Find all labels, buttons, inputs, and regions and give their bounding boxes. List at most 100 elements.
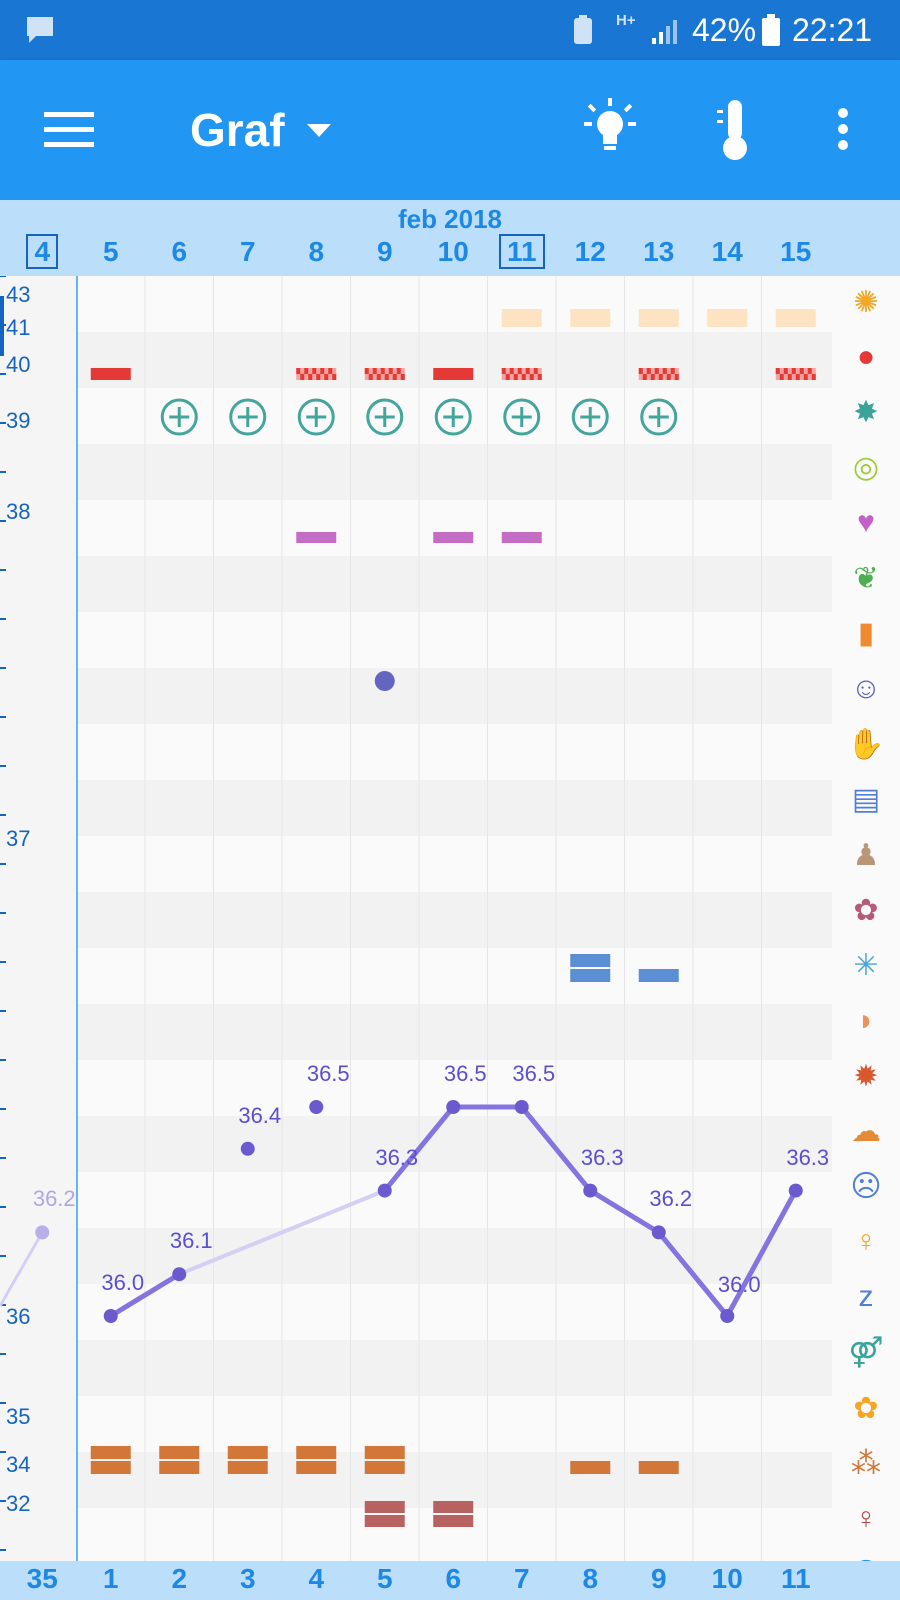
cluster-marker bbox=[159, 1461, 200, 1474]
cycle-day-label: 10 bbox=[711, 1563, 743, 1594]
bleeding-hatch bbox=[666, 374, 671, 380]
day-column-label[interactable]: 9 bbox=[376, 236, 393, 267]
temp-value-label: 36.4 bbox=[238, 1102, 282, 1128]
thermometer-icon[interactable] bbox=[714, 96, 754, 166]
bleeding-hatch bbox=[400, 374, 405, 380]
bleeding-hatch bbox=[304, 368, 309, 374]
plus-circle-icon bbox=[503, 398, 541, 436]
bleeding-hatch bbox=[521, 374, 526, 380]
day-column-label[interactable]: 12 bbox=[574, 236, 606, 267]
cycle-day-label: 4 bbox=[308, 1563, 325, 1594]
app-bar: Graf bbox=[0, 60, 900, 200]
pain-head-icon[interactable]: ✋ bbox=[847, 727, 885, 761]
cycle-ring-icon[interactable]: ◯ bbox=[840, 1554, 892, 1561]
more-vertical-icon[interactable] bbox=[836, 106, 850, 156]
couple-icon[interactable]: ⚤ bbox=[848, 1336, 884, 1370]
y-axis-label: 41 bbox=[6, 315, 31, 340]
bleeding-hatch bbox=[787, 374, 792, 380]
plus-circle-icon bbox=[229, 398, 267, 436]
bleeding-hatch bbox=[384, 374, 389, 380]
flower-alert-icon[interactable]: ✿ bbox=[853, 1391, 879, 1425]
temp-point bbox=[583, 1183, 598, 1198]
battery-percent: 42% bbox=[692, 12, 757, 48]
temp-value-label: 36.5 bbox=[306, 1061, 350, 1086]
cycle-day-label: 9 bbox=[650, 1563, 667, 1594]
woman-standing-icon[interactable]: ♀ bbox=[854, 1501, 878, 1535]
grid-band bbox=[78, 948, 832, 1004]
dots-cluster-icon[interactable]: ⁂ bbox=[851, 1446, 881, 1480]
bleeding-hatch bbox=[312, 368, 317, 374]
status-bar: H+ 42% 22:21 bbox=[0, 0, 900, 60]
bleeding-hatch bbox=[372, 368, 377, 374]
intercourse-marker bbox=[296, 532, 337, 543]
cycle-day-label: 35 bbox=[26, 1563, 58, 1594]
intercourse-marker bbox=[433, 532, 474, 543]
sun-flower-icon[interactable]: ✺ bbox=[853, 285, 879, 319]
temp-value-label: 36.3 bbox=[786, 1144, 830, 1170]
cluster-marker bbox=[364, 1446, 405, 1459]
day-column-label[interactable]: 8 bbox=[308, 236, 325, 267]
sleep-zzz-icon[interactable]: z bbox=[858, 1280, 874, 1314]
temp-line-segment bbox=[519, 1104, 593, 1194]
drop-burst-icon[interactable]: ✹ bbox=[853, 1059, 879, 1093]
day-column-label[interactable]: 6 bbox=[171, 236, 188, 267]
hamburger-menu-icon[interactable] bbox=[44, 110, 94, 150]
bleeding-hatch bbox=[517, 368, 522, 374]
day-column-label[interactable]: 11 bbox=[488, 234, 556, 269]
smiley-icon[interactable]: ☺ bbox=[850, 672, 882, 706]
page-title: Graf bbox=[190, 104, 285, 156]
bleeding-hatch bbox=[646, 368, 651, 374]
temp-value-label: 36.5 bbox=[443, 1061, 487, 1086]
cycle-day-label: 3 bbox=[239, 1563, 256, 1594]
cervix-rings-icon[interactable]: ◎ bbox=[852, 451, 880, 485]
day-column-label[interactable]: 4 bbox=[8, 234, 76, 269]
bleeding-hatch bbox=[324, 374, 329, 380]
sick-face-icon[interactable]: ☹ bbox=[850, 1170, 882, 1204]
plus-circle-icon bbox=[434, 398, 472, 436]
day-column-label[interactable]: 14 bbox=[711, 236, 743, 267]
breast-icon[interactable]: ◗ bbox=[856, 1003, 876, 1037]
bleeding-hatch bbox=[799, 368, 804, 374]
lightbulb-icon[interactable] bbox=[582, 96, 638, 160]
cluster-marker bbox=[90, 1446, 131, 1459]
temp-point bbox=[103, 1309, 118, 1323]
woman-icon[interactable]: ♀ bbox=[854, 1225, 878, 1259]
symptom-marker bbox=[570, 954, 611, 967]
battery-saver-icon bbox=[574, 15, 592, 44]
temp-point bbox=[446, 1100, 461, 1114]
grid-band bbox=[78, 556, 832, 612]
y-axis-label: 39 bbox=[6, 408, 31, 433]
bleeding-hatch bbox=[674, 374, 679, 380]
document-icon[interactable]: ▤ bbox=[851, 783, 881, 817]
day-column-label[interactable]: 10 bbox=[437, 236, 469, 267]
bleeding-hatch bbox=[638, 368, 643, 374]
temp-point bbox=[172, 1267, 187, 1282]
spark-burst-icon[interactable]: ✳ bbox=[853, 949, 879, 983]
view-selector[interactable]: Graf bbox=[190, 102, 339, 158]
grid-band bbox=[78, 668, 832, 724]
chevron-down-icon bbox=[306, 124, 331, 137]
day-column-label[interactable]: 5 bbox=[102, 236, 119, 267]
cluster-marker bbox=[296, 1461, 337, 1474]
cycle-day-label: 6 bbox=[445, 1563, 462, 1594]
cluster-marker bbox=[638, 1461, 679, 1474]
bleeding-hatch bbox=[779, 374, 784, 380]
pregnancy-test-icon[interactable]: ♟ bbox=[852, 838, 880, 872]
grid-band bbox=[78, 276, 832, 332]
flower-check-icon[interactable]: ✿ bbox=[853, 893, 879, 927]
pill-bottle-icon[interactable]: ▮ bbox=[857, 617, 875, 651]
heart-icon[interactable]: ♥ bbox=[857, 506, 875, 540]
bleeding-hatch bbox=[775, 368, 780, 374]
bleeding-hatch bbox=[368, 374, 373, 380]
blood-drop-icon[interactable]: ● bbox=[856, 340, 876, 374]
splash-icon[interactable]: ✸ bbox=[853, 396, 879, 430]
bleeding-hatch bbox=[316, 374, 321, 380]
bleeding-hatch bbox=[320, 368, 325, 374]
bleeding-hatch bbox=[332, 374, 337, 380]
day-column-label[interactable]: 7 bbox=[239, 236, 256, 267]
day-column-label[interactable]: 15 bbox=[780, 236, 812, 267]
day-column-label[interactable]: 13 bbox=[643, 236, 675, 267]
ovary-icon[interactable]: ☁ bbox=[851, 1115, 881, 1148]
leaf-icon[interactable]: ❦ bbox=[853, 562, 879, 595]
cycle-day-label: 5 bbox=[376, 1563, 393, 1594]
